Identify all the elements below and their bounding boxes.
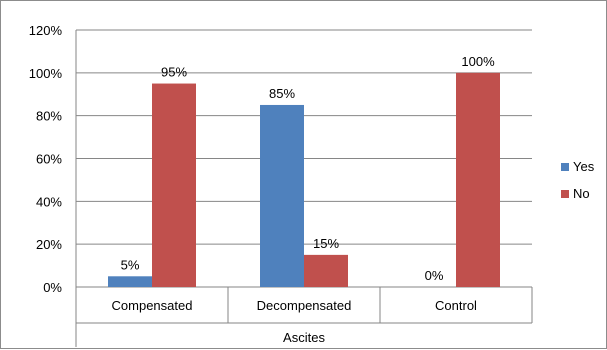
legend-swatch-no <box>561 190 569 198</box>
y-tick-label: 80% <box>36 109 62 124</box>
data-label: 5% <box>121 257 140 272</box>
legend-label: Yes <box>573 159 595 174</box>
y-tick-label: 100% <box>29 66 63 81</box>
legend-swatch-yes <box>561 163 569 171</box>
y-tick-label: 60% <box>36 152 62 167</box>
category-label: Compensated <box>112 298 193 313</box>
bar-no-compensated <box>152 83 196 288</box>
bar-no-decompensated <box>304 254 348 287</box>
data-label: 85% <box>269 86 295 101</box>
bar-yes-compensated <box>108 276 152 287</box>
y-tick-label: 20% <box>36 237 62 252</box>
bar-no-control <box>456 72 500 287</box>
category-label: Control <box>435 298 477 313</box>
y-tick-label: 120% <box>29 23 63 38</box>
y-tick-label: 40% <box>36 194 62 209</box>
x-axis-group-label: Ascites <box>283 330 325 345</box>
data-label: 0% <box>425 268 444 283</box>
data-label: 95% <box>161 65 187 80</box>
bar-yes-decompensated <box>260 104 304 287</box>
y-tick-label: 0% <box>43 280 62 295</box>
legend-label: No <box>573 186 590 201</box>
data-label: 100% <box>461 54 495 69</box>
data-label: 15% <box>313 236 339 251</box>
category-label: Decompensated <box>257 298 352 313</box>
